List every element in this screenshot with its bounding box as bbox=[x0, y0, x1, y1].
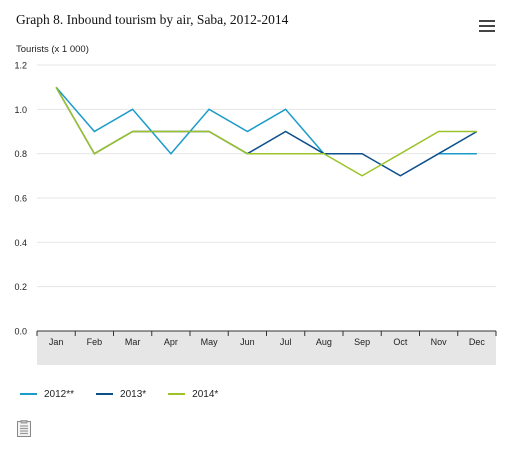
y-tick-label: 0.0 bbox=[14, 327, 27, 337]
x-tick-label: Jul bbox=[280, 337, 292, 347]
y-tick-label: 0.2 bbox=[14, 282, 27, 292]
legend-swatch-2014 bbox=[168, 393, 186, 395]
legend-item-2014[interactable]: 2014* bbox=[168, 389, 218, 400]
x-tick-label: Jun bbox=[240, 337, 255, 347]
export-document-icon[interactable] bbox=[17, 420, 31, 437]
legend-label-2014: 2014* bbox=[192, 388, 219, 400]
y-tick-label: 1.0 bbox=[14, 105, 27, 115]
x-tick-label: Feb bbox=[87, 337, 103, 347]
grid-lines bbox=[37, 64, 496, 288]
y-tick-label: 0.6 bbox=[14, 194, 27, 204]
x-tick-labels: Jan Feb Mar Apr May Jun Jul Aug Sep Oct Nov Dec bbox=[49, 337, 486, 347]
y-tick-label: 0.4 bbox=[14, 238, 27, 248]
x-tick-marks bbox=[36, 331, 497, 336]
y-axis-label: Tourists (x 1 000) bbox=[16, 44, 89, 55]
x-tick-label: Apr bbox=[164, 337, 178, 347]
menu-icon-bar bbox=[479, 20, 495, 22]
x-tick-label: Oct bbox=[393, 337, 408, 347]
legend-swatch-2013 bbox=[96, 393, 114, 395]
legend-item-2013[interactable]: 2013* bbox=[96, 389, 146, 400]
legend-swatch-2012 bbox=[20, 393, 37, 395]
menu-icon-bar bbox=[479, 30, 495, 32]
x-tick-label: Mar bbox=[125, 337, 141, 347]
x-tick-label: Dec bbox=[469, 337, 486, 347]
series-line bbox=[55, 86, 477, 177]
line-chart: 0.0 0.2 0.4 0.6 0.8 1.0 1.2 Jan Feb Mar Apr May Jun… bbox=[14, 61, 497, 365]
legend-label-2012: 2012** bbox=[44, 388, 75, 400]
y-tick-label: 1.2 bbox=[14, 61, 27, 71]
series-line bbox=[55, 86, 478, 177]
x-tick-label: Nov bbox=[431, 337, 448, 347]
series-lines bbox=[55, 86, 478, 177]
y-tick-label: 0.8 bbox=[14, 149, 27, 159]
menu-icon[interactable] bbox=[479, 20, 495, 34]
x-tick-label: May bbox=[201, 337, 219, 347]
series-line bbox=[55, 86, 325, 155]
legend: 2012** 2013* 2014* bbox=[20, 386, 240, 402]
y-tick-labels: 0.0 0.2 0.4 0.6 0.8 1.0 1.2 bbox=[14, 61, 27, 337]
chart-title: Graph 8. Inbound tourism by air, Saba, 2… bbox=[16, 12, 289, 27]
legend-item-2012[interactable]: 2012** bbox=[20, 389, 74, 400]
legend-label-2013: 2013* bbox=[120, 388, 147, 400]
x-axis-band bbox=[37, 331, 496, 365]
x-tick-label: Sep bbox=[354, 337, 370, 347]
menu-icon-bar bbox=[479, 25, 495, 27]
x-tick-label: Aug bbox=[316, 337, 332, 347]
x-tick-label: Jan bbox=[49, 337, 64, 347]
